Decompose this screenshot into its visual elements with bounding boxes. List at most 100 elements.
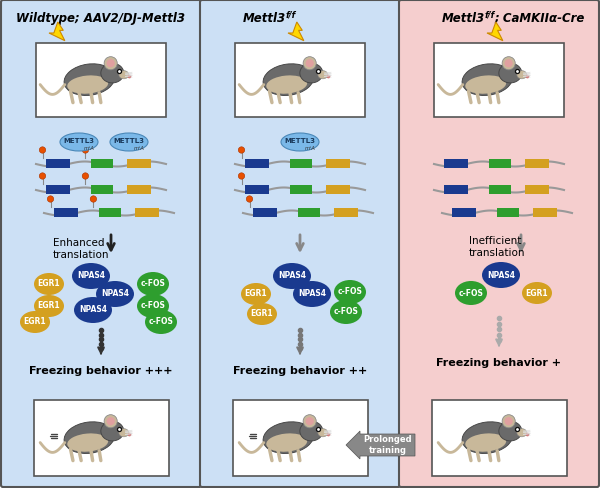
- Text: c-FOS: c-FOS: [458, 288, 484, 298]
- Ellipse shape: [20, 311, 50, 333]
- Bar: [135, 208, 159, 217]
- Bar: [445, 185, 469, 194]
- Text: EGR1: EGR1: [251, 309, 274, 319]
- Circle shape: [40, 147, 46, 153]
- Bar: [290, 185, 311, 194]
- Ellipse shape: [119, 428, 129, 437]
- Bar: [46, 159, 70, 168]
- Ellipse shape: [293, 281, 331, 307]
- Text: Freezing behavior +++: Freezing behavior +++: [29, 366, 173, 376]
- Text: c-FOS: c-FOS: [338, 287, 362, 297]
- Ellipse shape: [101, 63, 124, 83]
- Bar: [334, 208, 358, 217]
- Ellipse shape: [462, 422, 512, 453]
- Bar: [452, 208, 476, 217]
- Ellipse shape: [318, 428, 328, 437]
- Ellipse shape: [330, 300, 362, 324]
- Ellipse shape: [266, 76, 307, 94]
- Bar: [326, 159, 350, 168]
- Text: NPAS4: NPAS4: [101, 289, 129, 299]
- Circle shape: [47, 196, 54, 202]
- Circle shape: [238, 147, 245, 153]
- Text: Freezing behavior +: Freezing behavior +: [437, 358, 562, 368]
- Text: c-FOS: c-FOS: [149, 318, 173, 326]
- Ellipse shape: [67, 433, 108, 452]
- Text: NPAS4: NPAS4: [278, 271, 306, 281]
- Ellipse shape: [145, 310, 177, 334]
- Circle shape: [82, 173, 89, 179]
- Circle shape: [303, 415, 316, 428]
- Ellipse shape: [300, 63, 323, 83]
- Bar: [533, 208, 557, 217]
- Bar: [525, 159, 549, 168]
- Ellipse shape: [241, 283, 271, 305]
- Ellipse shape: [522, 282, 552, 304]
- Ellipse shape: [263, 64, 314, 96]
- Ellipse shape: [300, 421, 323, 441]
- Bar: [245, 159, 269, 168]
- Circle shape: [305, 59, 314, 67]
- Text: m⁶A: m⁶A: [134, 146, 145, 151]
- Circle shape: [107, 59, 115, 67]
- Circle shape: [90, 196, 97, 202]
- Circle shape: [505, 417, 513, 426]
- Text: EGR1: EGR1: [526, 288, 548, 298]
- Bar: [445, 159, 469, 168]
- Ellipse shape: [334, 280, 366, 304]
- Bar: [488, 185, 511, 194]
- Circle shape: [107, 417, 115, 426]
- Ellipse shape: [96, 281, 134, 307]
- Bar: [46, 185, 70, 194]
- Ellipse shape: [517, 428, 527, 437]
- Bar: [235, 43, 365, 117]
- Bar: [290, 159, 311, 168]
- Circle shape: [247, 196, 253, 202]
- Ellipse shape: [247, 303, 277, 325]
- Ellipse shape: [119, 71, 129, 79]
- Ellipse shape: [462, 64, 512, 96]
- Bar: [91, 185, 113, 194]
- Bar: [127, 185, 151, 194]
- FancyBboxPatch shape: [1, 0, 201, 487]
- FancyBboxPatch shape: [399, 0, 599, 487]
- Ellipse shape: [64, 64, 115, 96]
- Ellipse shape: [64, 422, 115, 453]
- Text: METTL3: METTL3: [64, 138, 95, 144]
- Ellipse shape: [101, 421, 124, 441]
- Text: c-FOS: c-FOS: [140, 280, 166, 288]
- Ellipse shape: [74, 297, 112, 323]
- Text: EGR1: EGR1: [245, 289, 268, 299]
- Bar: [253, 208, 277, 217]
- Ellipse shape: [34, 295, 64, 317]
- Ellipse shape: [318, 71, 328, 79]
- Text: EGR1: EGR1: [23, 318, 46, 326]
- Ellipse shape: [72, 263, 110, 289]
- Bar: [34, 400, 169, 476]
- Ellipse shape: [482, 262, 520, 288]
- Text: NPAS4: NPAS4: [298, 289, 326, 299]
- Bar: [36, 43, 166, 117]
- Ellipse shape: [465, 433, 506, 452]
- Circle shape: [238, 173, 245, 179]
- Bar: [127, 159, 151, 168]
- Bar: [431, 400, 566, 476]
- Text: f/f: f/f: [286, 10, 296, 19]
- Ellipse shape: [110, 133, 148, 151]
- Text: c-FOS: c-FOS: [140, 302, 166, 310]
- Bar: [91, 159, 113, 168]
- Ellipse shape: [465, 76, 506, 94]
- Bar: [488, 159, 511, 168]
- Text: EGR1: EGR1: [38, 280, 61, 288]
- Text: Mettl3: Mettl3: [442, 12, 485, 25]
- Ellipse shape: [281, 133, 319, 151]
- Circle shape: [505, 59, 513, 67]
- Bar: [245, 185, 269, 194]
- FancyArrow shape: [346, 431, 415, 459]
- Bar: [434, 43, 564, 117]
- Circle shape: [303, 57, 316, 70]
- Circle shape: [82, 147, 89, 153]
- Polygon shape: [487, 22, 503, 41]
- Ellipse shape: [263, 422, 314, 453]
- Ellipse shape: [34, 273, 64, 295]
- Bar: [326, 185, 350, 194]
